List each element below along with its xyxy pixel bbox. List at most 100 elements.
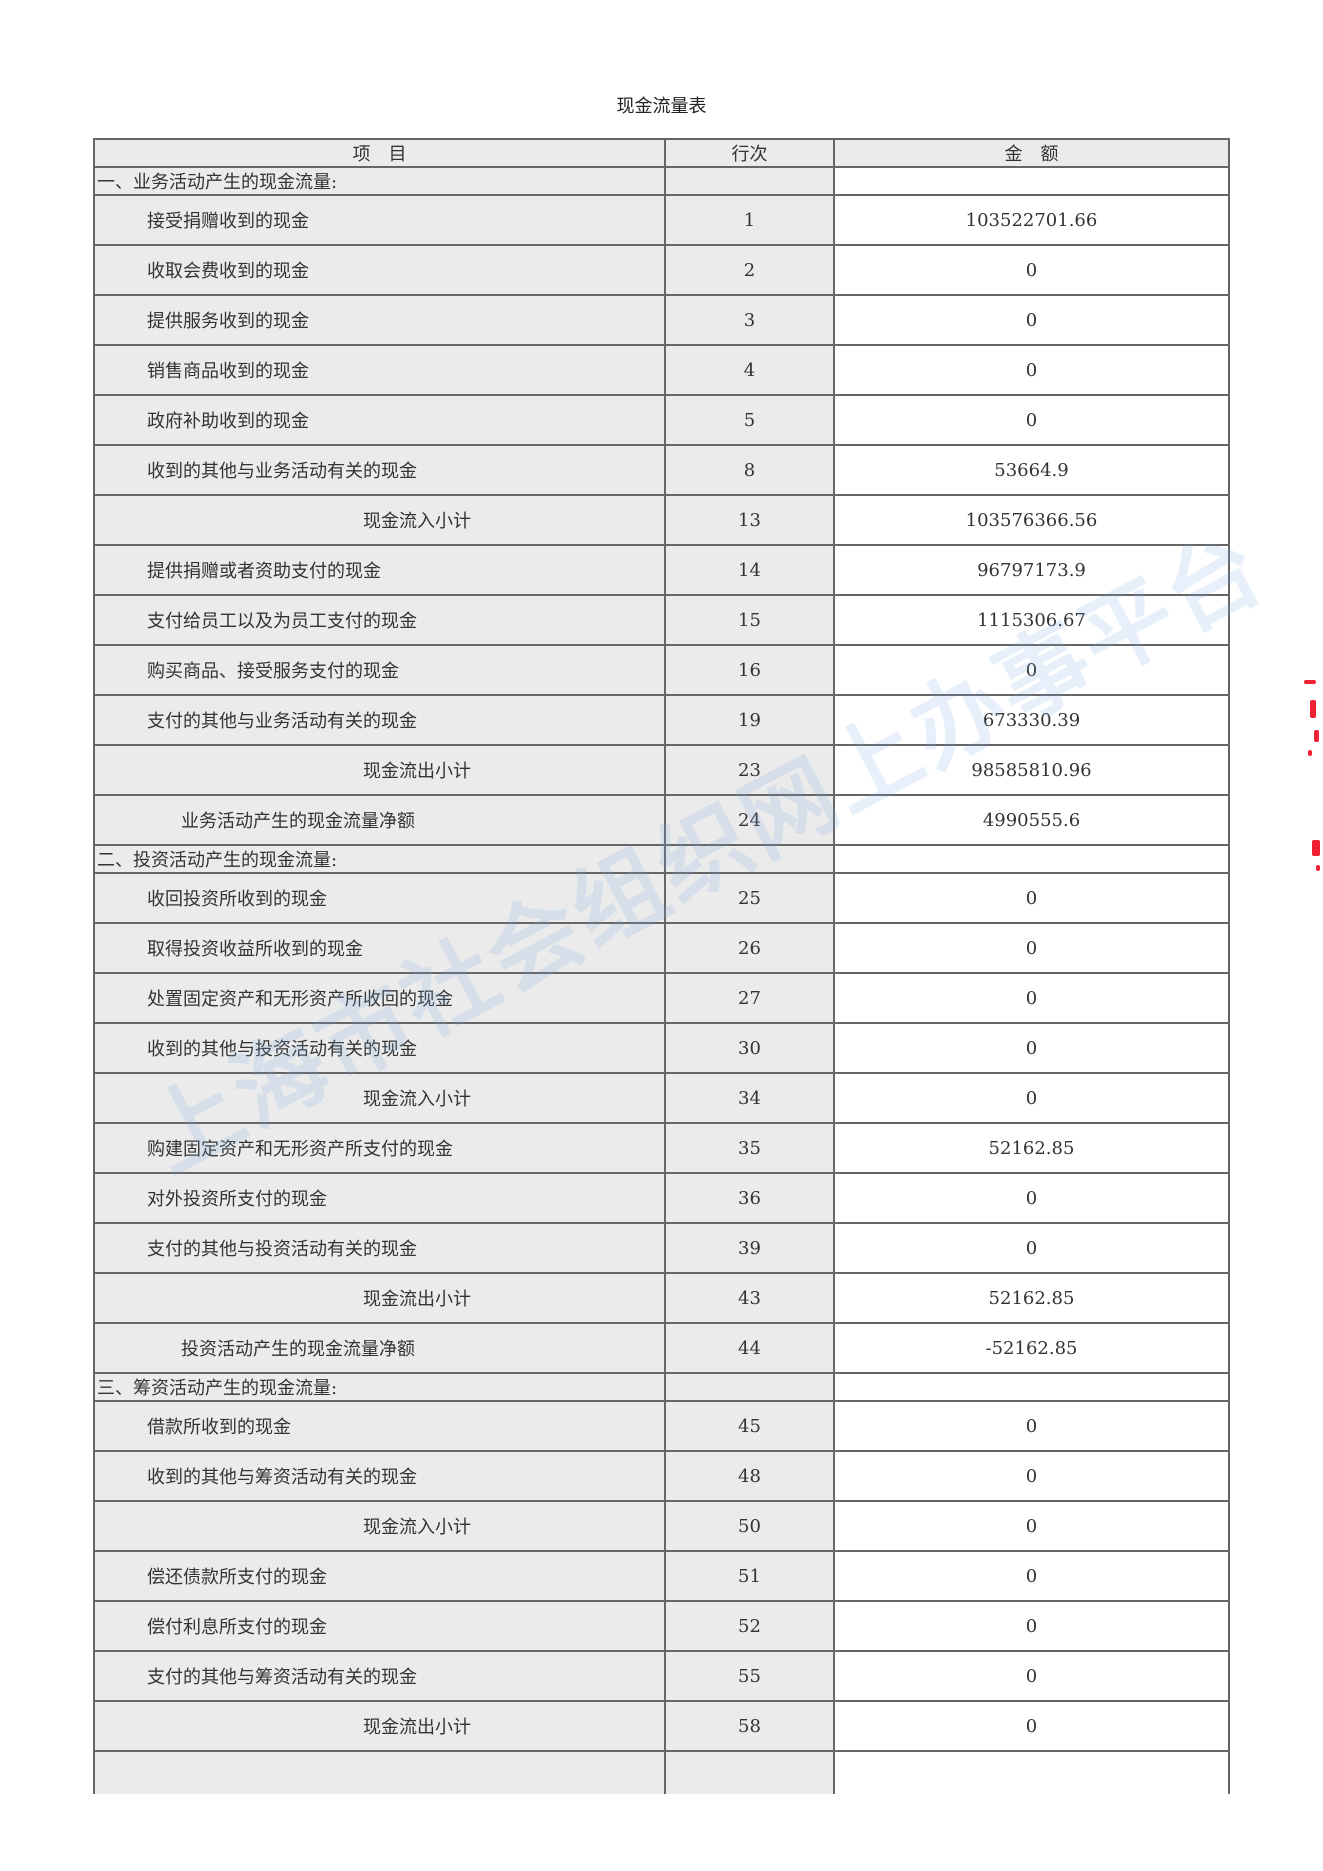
table-row: 支付给员工以及为员工支付的现金 15 1115306.67 xyxy=(93,594,1230,646)
row-line-no: 8 xyxy=(664,444,835,496)
row-label: 现金流入小计 xyxy=(93,1072,666,1124)
table-row: 支付的其他与筹资活动有关的现金 55 0 xyxy=(93,1650,1230,1702)
section-row: 二、投资活动产生的现金流量: xyxy=(93,844,1230,874)
row-amount: 0 xyxy=(833,1222,1230,1274)
table-row: 对外投资所支付的现金 36 0 xyxy=(93,1172,1230,1224)
row-amount: 98585810.96 xyxy=(833,744,1230,796)
row-amount: 0 xyxy=(833,872,1230,924)
row-line-no: 48 xyxy=(664,1450,835,1502)
row-label: 提供捐赠或者资助支付的现金 xyxy=(93,544,666,596)
table-row: 购建固定资产和无形资产所支付的现金 35 52162.85 xyxy=(93,1122,1230,1174)
row-amount: 0 xyxy=(833,1500,1230,1552)
table-row: 支付的其他与投资活动有关的现金 39 0 xyxy=(93,1222,1230,1274)
row-label: 支付的其他与筹资活动有关的现金 xyxy=(93,1650,666,1702)
row-line-no: 52 xyxy=(664,1600,835,1652)
table-row: 借款所收到的现金 45 0 xyxy=(93,1400,1230,1452)
row-label: 现金流出小计 xyxy=(93,1700,666,1752)
row-label: 收到的其他与业务活动有关的现金 xyxy=(93,444,666,496)
net-row: 业务活动产生的现金流量净额 24 4990555.6 xyxy=(93,794,1230,846)
row-amount: 53664.9 xyxy=(833,444,1230,496)
row-amount: 4990555.6 xyxy=(833,794,1230,846)
row-label: 现金流出小计 xyxy=(93,744,666,796)
row-line-no: 3 xyxy=(664,294,835,346)
row-amount: 0 xyxy=(833,1172,1230,1224)
row-amount: 1115306.67 xyxy=(833,594,1230,646)
row-amount: 0 xyxy=(833,1400,1230,1452)
row-label: 接受捐赠收到的现金 xyxy=(93,194,666,246)
row-line-no: 24 xyxy=(664,794,835,846)
row-label: 现金流出小计 xyxy=(93,1272,666,1324)
row-line-no xyxy=(664,844,835,874)
row-line-no: 44 xyxy=(664,1322,835,1374)
row-amount xyxy=(833,166,1230,196)
table-row: 提供服务收到的现金 3 0 xyxy=(93,294,1230,346)
row-amount xyxy=(833,1750,1230,1794)
row-label: 支付给员工以及为员工支付的现金 xyxy=(93,594,666,646)
row-label: 收取会费收到的现金 xyxy=(93,244,666,296)
table-row: 收取会费收到的现金 2 0 xyxy=(93,244,1230,296)
table-row: 购买商品、接受服务支付的现金 16 0 xyxy=(93,644,1230,696)
row-line-no: 36 xyxy=(664,1172,835,1224)
table-row: 收到的其他与筹资活动有关的现金 48 0 xyxy=(93,1450,1230,1502)
row-line-no: 4 xyxy=(664,344,835,396)
row-amount: 673330.39 xyxy=(833,694,1230,746)
row-label: 收回投资所收到的现金 xyxy=(93,872,666,924)
row-amount: 103522701.66 xyxy=(833,194,1230,246)
row-line-no: 27 xyxy=(664,972,835,1024)
red-stamp-fragment xyxy=(1300,680,1323,900)
table-row: 收回投资所收到的现金 25 0 xyxy=(93,872,1230,924)
row-amount: 0 xyxy=(833,1022,1230,1074)
row-line-no: 45 xyxy=(664,1400,835,1452)
row-amount: -52162.85 xyxy=(833,1322,1230,1374)
row-line-no: 43 xyxy=(664,1272,835,1324)
row-label: 业务活动产生的现金流量净额 xyxy=(93,794,666,846)
row-amount: 0 xyxy=(833,1072,1230,1124)
row-amount: 0 xyxy=(833,294,1230,346)
row-label: 对外投资所支付的现金 xyxy=(93,1172,666,1224)
row-line-no xyxy=(664,1372,835,1402)
row-amount: 52162.85 xyxy=(833,1122,1230,1174)
table-row: 收到的其他与投资活动有关的现金 30 0 xyxy=(93,1022,1230,1074)
table-row xyxy=(93,1750,1230,1794)
table-row: 收到的其他与业务活动有关的现金 8 53664.9 xyxy=(93,444,1230,496)
row-label: 销售商品收到的现金 xyxy=(93,344,666,396)
row-line-no: 55 xyxy=(664,1650,835,1702)
row-line-no: 16 xyxy=(664,644,835,696)
row-label: 支付的其他与业务活动有关的现金 xyxy=(93,694,666,746)
row-line-no: 1 xyxy=(664,194,835,246)
section-row: 三、筹资活动产生的现金流量: xyxy=(93,1372,1230,1402)
row-label: 购买商品、接受服务支付的现金 xyxy=(93,644,666,696)
row-label: 购建固定资产和无形资产所支付的现金 xyxy=(93,1122,666,1174)
table-header-row: 项 目 行次 金 额 xyxy=(93,138,1230,168)
table-row: 取得投资收益所收到的现金 26 0 xyxy=(93,922,1230,974)
row-line-no: 13 xyxy=(664,494,835,546)
row-line-no: 35 xyxy=(664,1122,835,1174)
table-row: 接受捐赠收到的现金 1 103522701.66 xyxy=(93,194,1230,246)
row-label: 一、业务活动产生的现金流量: xyxy=(93,166,666,196)
net-row: 投资活动产生的现金流量净额 44 -52162.85 xyxy=(93,1322,1230,1374)
subtotal-row: 现金流入小计 50 0 xyxy=(93,1500,1230,1552)
table-row: 偿还债款所支付的现金 51 0 xyxy=(93,1550,1230,1602)
row-label xyxy=(93,1750,666,1794)
row-label: 处置固定资产和无形资产所收回的现金 xyxy=(93,972,666,1024)
row-amount: 0 xyxy=(833,244,1230,296)
row-label: 现金流入小计 xyxy=(93,494,666,546)
row-line-no: 51 xyxy=(664,1550,835,1602)
row-label: 二、投资活动产生的现金流量: xyxy=(93,844,666,874)
row-line-no: 5 xyxy=(664,394,835,446)
row-label: 投资活动产生的现金流量净额 xyxy=(93,1322,666,1374)
row-label: 支付的其他与投资活动有关的现金 xyxy=(93,1222,666,1274)
row-amount xyxy=(833,1372,1230,1402)
row-amount: 0 xyxy=(833,1600,1230,1652)
row-line-no: 23 xyxy=(664,744,835,796)
subtotal-row: 现金流出小计 23 98585810.96 xyxy=(93,744,1230,796)
cash-flow-table-container: 项 目 行次 金 额 一、业务活动产生的现金流量: 接受捐赠收到的现金 1 10352… xyxy=(93,138,1230,1794)
table-row: 政府补助收到的现金 5 0 xyxy=(93,394,1230,446)
row-label: 收到的其他与筹资活动有关的现金 xyxy=(93,1450,666,1502)
row-label: 取得投资收益所收到的现金 xyxy=(93,922,666,974)
table-row: 偿付利息所支付的现金 52 0 xyxy=(93,1600,1230,1652)
row-label: 偿付利息所支付的现金 xyxy=(93,1600,666,1652)
row-amount: 0 xyxy=(833,644,1230,696)
table-row: 支付的其他与业务活动有关的现金 19 673330.39 xyxy=(93,694,1230,746)
row-amount: 96797173.9 xyxy=(833,544,1230,596)
